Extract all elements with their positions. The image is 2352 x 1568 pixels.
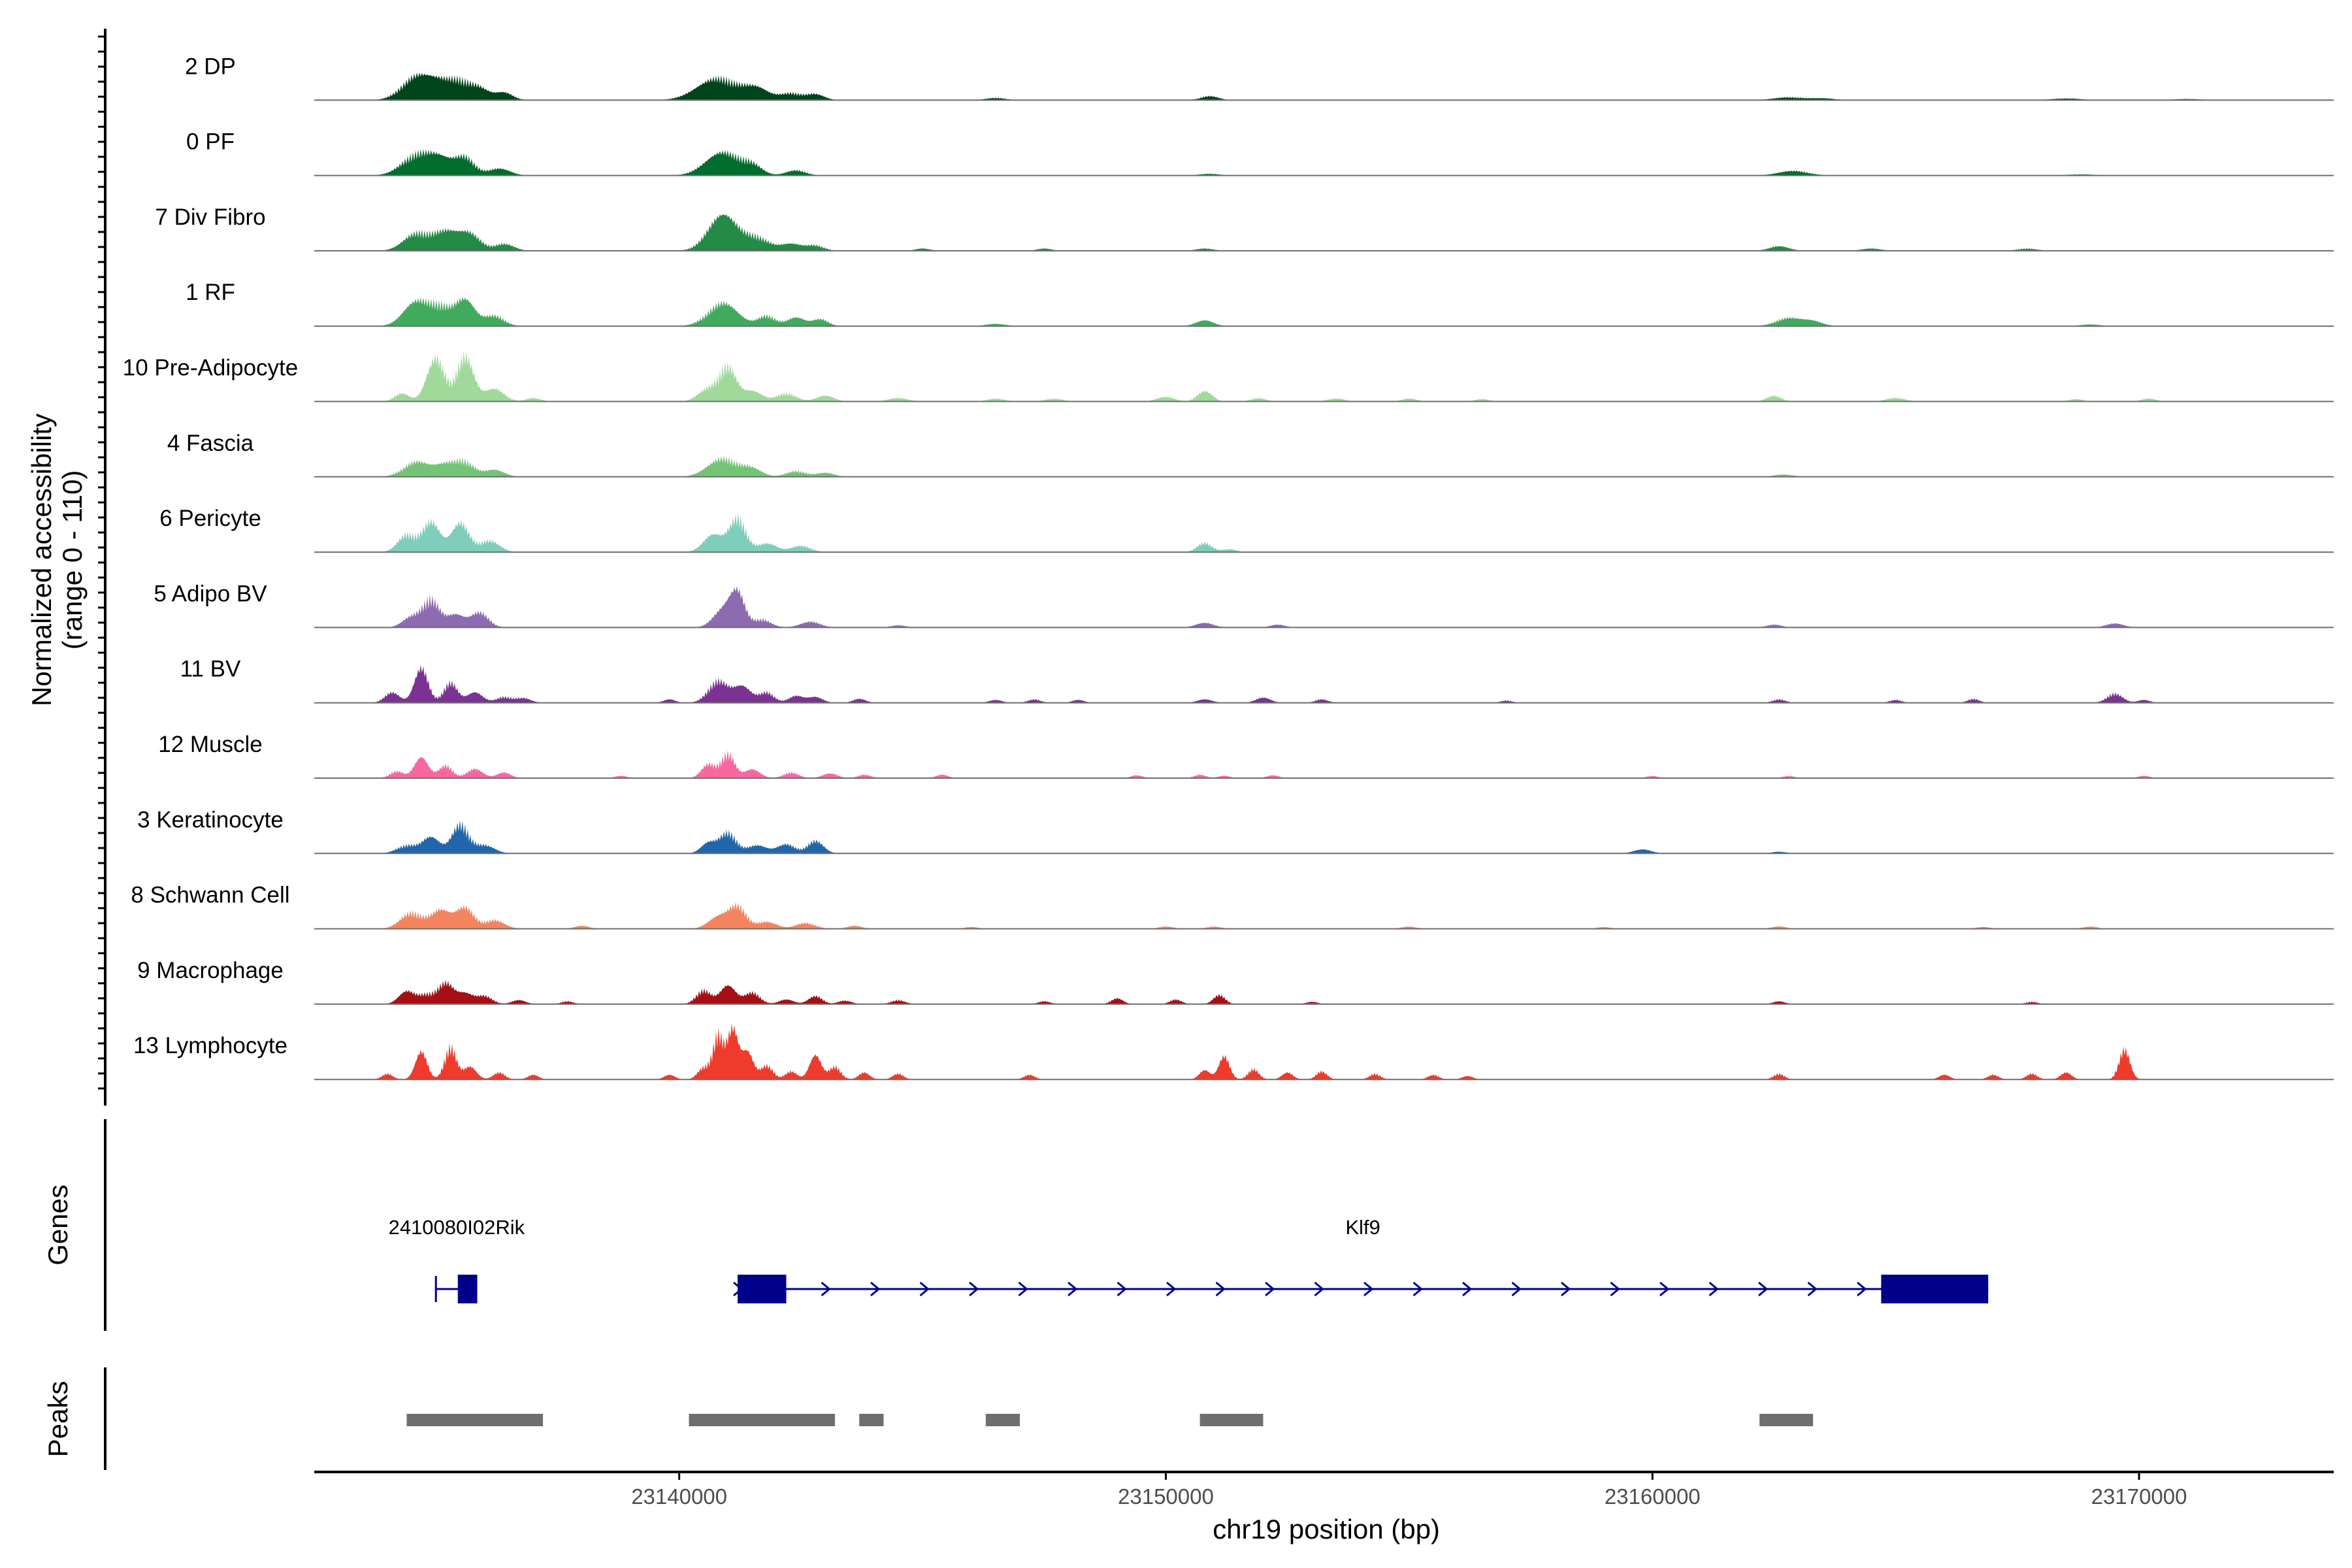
track-9-macrophage: 9 Macrophage: [137, 958, 2334, 1005]
strand-arrow: [1758, 1281, 1769, 1297]
gene-track: 2410080I02Rik Klf9: [389, 1216, 1989, 1303]
strand-arrow: [1364, 1281, 1374, 1297]
track-label: 12 Muscle: [158, 732, 263, 757]
strand-arrow: [1018, 1281, 1028, 1297]
track-6-pericyte: 6 Pericyte: [159, 506, 2334, 553]
genes-track-title: Genes: [42, 1184, 73, 1266]
gene-label: 2410080I02Rik: [389, 1216, 525, 1239]
x-axis: 23140000 23150000 23160000 23170000: [314, 1471, 2334, 1509]
coverage-area: [323, 214, 2256, 251]
peak-region: [689, 1414, 835, 1426]
strand-arrow: [969, 1281, 979, 1297]
x-tick-label: 23170000: [2091, 1484, 2187, 1509]
peak-region: [985, 1414, 1020, 1426]
coverage-area: [323, 297, 2256, 327]
gene-exon: [457, 1275, 478, 1303]
track-label: 11 BV: [180, 657, 241, 682]
strand-arrow: [1807, 1281, 1818, 1297]
strand-arrow: [919, 1281, 930, 1297]
peak-region: [859, 1414, 884, 1426]
strand-arrow: [821, 1281, 831, 1297]
coverage-area: [323, 820, 2256, 854]
strand-arrow: [1215, 1281, 1226, 1297]
strand-arrow: [1610, 1281, 1620, 1297]
coverage-area: [323, 979, 2256, 1004]
gene-exon: [737, 1275, 787, 1303]
track-label: 10 Pre-Adipocyte: [123, 355, 298, 381]
strand-arrow: [1659, 1281, 1670, 1297]
strand-arrow: [870, 1281, 881, 1297]
peak-region: [406, 1414, 544, 1426]
track-label: 9 Macrophage: [137, 958, 284, 983]
coverage-tracks: 2 DP 0 PF 7 Div Fibro 1 RF 10 Pre-Adipocyte 4…: [123, 54, 2334, 1081]
track-12-muscle: 12 Muscle: [158, 732, 2334, 779]
track-10-pre-adipocyte: 10 Pre-Adipocyte: [123, 350, 2334, 402]
strand-arrow: [1857, 1281, 1867, 1297]
strand-arrow: [1117, 1281, 1127, 1297]
track-3-keratinocyte: 3 Keratinocyte: [137, 807, 2334, 855]
track-label: 3 Keratinocyte: [137, 807, 284, 832]
track-label: 7 Div Fibro: [155, 204, 265, 230]
gene-klf9: Klf9: [733, 1216, 1989, 1303]
strand-arrow: [1462, 1281, 1473, 1297]
track-4-fascia: 4 Fascia: [167, 431, 2334, 478]
x-tick-label: 23150000: [1118, 1484, 1214, 1509]
gene-label: Klf9: [1345, 1216, 1380, 1239]
track-5-adipo-bv: 5 Adipo BV: [154, 581, 2334, 629]
strand-arrow: [1511, 1281, 1522, 1297]
peaks-track-title: Peaks: [42, 1381, 73, 1458]
strand-arrow: [1708, 1281, 1719, 1297]
accessibility-axis: [98, 29, 106, 1106]
track-7-div-fibro: 7 Div Fibro: [155, 204, 2334, 252]
track-label: 0 PF: [186, 129, 235, 155]
coverage-area: [323, 586, 2256, 628]
coverage-area: [323, 149, 2256, 176]
peak-region: [1759, 1414, 1814, 1426]
coverage-area: [323, 665, 2256, 703]
coverage-area: [323, 455, 2256, 477]
track-13-lymphocyte: 13 Lymphocyte: [133, 1023, 2334, 1081]
x-tick-label: 23160000: [1605, 1484, 1701, 1509]
track-2-dp: 2 DP: [185, 54, 2334, 101]
strand-arrow: [1314, 1281, 1324, 1297]
strand-arrow: [1413, 1281, 1423, 1297]
track-label: 1 RF: [186, 280, 235, 305]
coverage-area: [323, 749, 2256, 778]
coverage-area: [323, 73, 2256, 101]
track-label: 4 Fascia: [167, 431, 254, 456]
peak-track: [406, 1414, 1814, 1426]
track-11-bv: 11 BV: [180, 657, 2334, 704]
gene-2410080i02rik: 2410080I02Rik: [389, 1216, 525, 1303]
y-axis-range: (range 0 - 110): [57, 470, 88, 650]
track-1-rf: 1 RF: [186, 280, 2334, 327]
coverage-area: [323, 902, 2256, 929]
coverage-area: [323, 350, 2256, 402]
peak-region: [1200, 1414, 1264, 1426]
track-label: 2 DP: [185, 54, 236, 79]
strand-arrow: [1166, 1281, 1177, 1297]
strand-arrow: [1265, 1281, 1275, 1297]
strand-arrow: [1068, 1281, 1078, 1297]
y-axis-title: Normalized accessibility: [26, 414, 57, 706]
track-0-pf: 0 PF: [186, 129, 2334, 176]
track-label: 5 Adipo BV: [154, 581, 267, 606]
track-8-schwann-cell: 8 Schwann Cell: [131, 883, 2334, 930]
x-tick-label: 23140000: [631, 1484, 727, 1509]
track-label: 8 Schwann Cell: [131, 883, 289, 908]
coverage-area: [323, 513, 2256, 553]
coverage-area: [323, 1023, 2256, 1080]
x-axis-title: chr19 position (bp): [1213, 1514, 1440, 1544]
gene-exon: [1881, 1275, 1989, 1303]
strand-arrow: [1561, 1281, 1571, 1297]
track-label: 6 Pericyte: [159, 506, 261, 531]
track-label: 13 Lymphocyte: [133, 1033, 287, 1058]
